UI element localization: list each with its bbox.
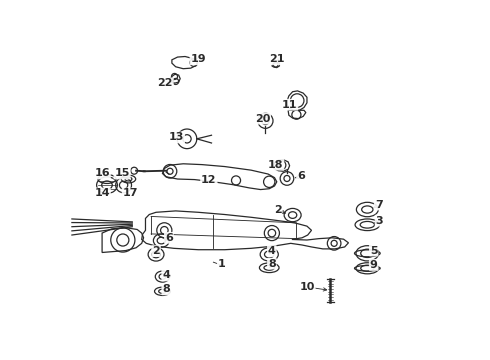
- Text: 21: 21: [269, 54, 285, 64]
- Text: 12: 12: [201, 175, 217, 185]
- Text: 10: 10: [299, 282, 315, 292]
- Text: 20: 20: [255, 114, 270, 123]
- Text: 11: 11: [282, 100, 297, 110]
- Text: 6: 6: [297, 171, 305, 181]
- Text: 22: 22: [157, 78, 173, 89]
- Text: 3: 3: [376, 216, 383, 226]
- Text: 1: 1: [218, 258, 225, 269]
- Text: 8: 8: [162, 284, 170, 294]
- Text: 18: 18: [268, 159, 283, 170]
- Text: 14: 14: [94, 188, 110, 198]
- Text: 13: 13: [169, 132, 184, 143]
- Text: 7: 7: [375, 199, 383, 210]
- Text: 8: 8: [268, 258, 276, 269]
- Text: 5: 5: [370, 246, 378, 256]
- Text: 16: 16: [94, 168, 110, 179]
- Text: 17: 17: [122, 188, 138, 198]
- Text: 4: 4: [268, 246, 276, 256]
- Text: 2: 2: [273, 204, 281, 215]
- Text: 9: 9: [370, 260, 378, 270]
- Text: 4: 4: [162, 270, 170, 280]
- Text: 15: 15: [114, 168, 130, 179]
- Text: 6: 6: [165, 233, 173, 243]
- Text: 2: 2: [152, 246, 160, 256]
- Text: 19: 19: [191, 54, 206, 64]
